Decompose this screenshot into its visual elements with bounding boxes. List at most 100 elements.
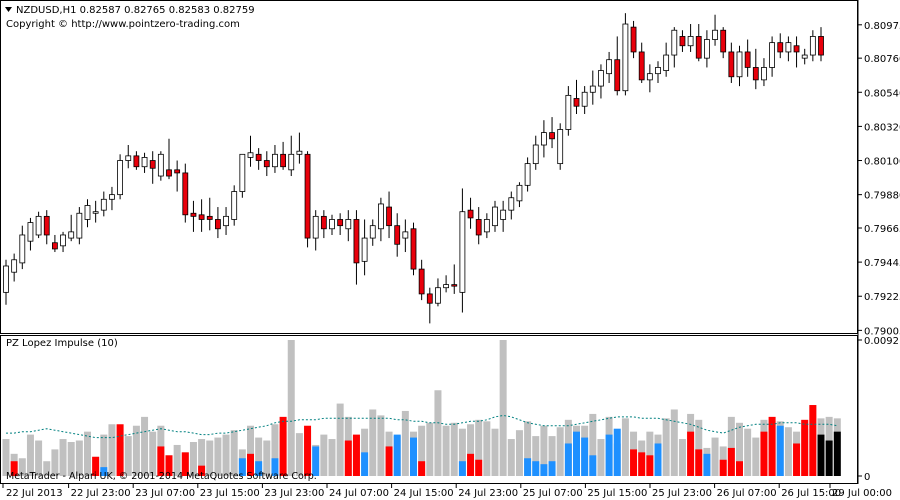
impulse-bar-total (426, 422, 434, 476)
impulse-bar-red (247, 453, 254, 476)
bear-candle (573, 98, 580, 107)
time-tick-label: 29 Jul 00:00 (832, 488, 892, 499)
time-tick-label: 24 Jul 23:00 (458, 488, 518, 499)
bull-candle (223, 215, 229, 227)
bull-candle (377, 203, 384, 230)
impulse-bar-red (695, 449, 703, 476)
symbol-header: NZDUSD,H1 0.82587 0.82765 0.82583 0.8275… (16, 5, 255, 16)
impulse-bar-total (108, 424, 116, 476)
impulse-bar-red (801, 419, 809, 476)
impulse-bar-undefined (825, 440, 833, 476)
bull-candle (3, 265, 9, 293)
bear-candle (190, 212, 197, 217)
indicator-tick-label: 0.0092 (864, 336, 899, 347)
impulse-bar-total (18, 458, 26, 476)
impulse-bar-total (540, 425, 548, 476)
impulse-bar-red (279, 416, 287, 476)
impulse-bar-blue (613, 428, 621, 476)
bull-candle (541, 132, 547, 146)
time-tick-label: 26 Jul 07:00 (717, 488, 777, 499)
impulse-bar-total (287, 340, 295, 476)
price-tick-label: 0.79225 (864, 292, 900, 303)
impulse-bar-total (450, 422, 458, 476)
impulse-bar-red (344, 440, 352, 476)
impulse-bar-total (499, 340, 507, 476)
impulse-bar-total (67, 442, 75, 476)
bear-candle (133, 155, 140, 168)
impulse-bar-total (556, 427, 564, 476)
bull-candle (109, 194, 115, 200)
bull-candle (532, 144, 539, 165)
impulse-bar-total (214, 437, 222, 476)
bear-candle (174, 169, 181, 174)
impulse-bar-total (26, 434, 34, 476)
bull-candle (565, 94, 572, 130)
impulse-bar-total (271, 424, 279, 476)
bull-candle (655, 67, 661, 75)
bull-candle (288, 153, 295, 171)
impulse-bar-red (768, 416, 776, 476)
bull-candle (671, 29, 678, 56)
impulse-bar-red (181, 452, 189, 476)
bear-candle (166, 169, 172, 177)
bear-candle (451, 284, 458, 287)
bull-candle (117, 160, 123, 196)
bull-candle (483, 219, 490, 233)
bull-candle (663, 54, 670, 71)
impulse-bar-blue (524, 458, 532, 476)
impulse-bar-red (116, 424, 124, 476)
impulse-bar-red (10, 461, 18, 476)
impulse-bar-total (458, 428, 466, 476)
bull-candle (60, 234, 66, 247)
time-tick-label: 24 Jul 15:00 (394, 488, 454, 499)
time-axis-labels: 22 Jul 2013 22 Jul 23:00 23 Jul 07:00 23 Ju… (2, 484, 892, 499)
impulse-bar-blue (410, 437, 417, 476)
impulse-bar-red (304, 425, 312, 476)
impulse-signal-line (6, 414, 838, 439)
bear-candle (255, 153, 262, 161)
impulse-bar-total (75, 440, 83, 476)
impulse-bar-red (638, 452, 646, 476)
bull-candle (68, 231, 75, 239)
impulse-bar-red (165, 455, 173, 476)
dropdown-triangle-icon[interactable] (5, 7, 12, 12)
impulse-bar-total (442, 425, 450, 476)
bull-candle (646, 73, 653, 81)
bull-candle (508, 197, 515, 211)
impulse-bar-red (92, 456, 100, 476)
impulse-bar-total (222, 434, 230, 476)
impulse-bar-undefined (817, 434, 825, 476)
bull-candle (84, 205, 91, 220)
bear-candle (198, 214, 205, 220)
impulse-bar-total (678, 439, 686, 476)
bull-candle (459, 211, 466, 293)
impulse-bar-total (369, 409, 377, 476)
bull-candle (157, 153, 164, 177)
impulse-bar-red (646, 455, 654, 476)
price-tick-label: 0.79665 (864, 224, 900, 235)
time-tick-label: 25 Jul 15:00 (587, 488, 647, 499)
impulse-bar-total (263, 440, 271, 476)
bull-candle (92, 211, 99, 214)
bull-candle (345, 219, 352, 230)
bear-candle (679, 36, 686, 47)
impulse-bar-blue (393, 434, 401, 476)
impulse-bar-total (711, 437, 719, 476)
impulse-bar-total (752, 437, 760, 476)
bull-candle (369, 225, 376, 239)
impulse-bar-total (467, 424, 475, 476)
time-tick-label: 22 Jul 2013 (6, 488, 63, 499)
impulse-bar-total (84, 431, 91, 476)
price-panel-frame (0, 0, 858, 334)
bear-candle (214, 219, 221, 230)
impulse-bar-total (198, 439, 206, 476)
impulse-bar-total (328, 439, 336, 476)
bear-candle (304, 153, 311, 239)
impulse-bar-total (173, 444, 181, 476)
impulse-bar-blue (100, 467, 108, 476)
